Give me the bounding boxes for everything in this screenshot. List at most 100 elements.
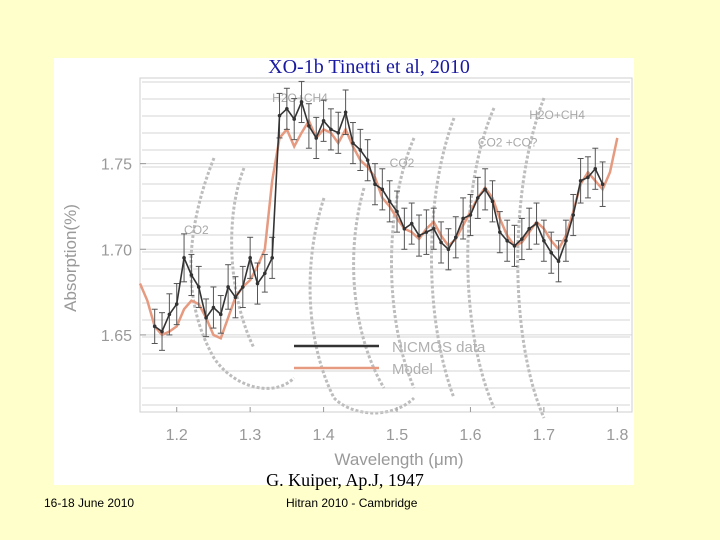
band-annotation: H2O+CH4 [272, 91, 328, 105]
data-point [336, 131, 341, 135]
band-annotation: H2O+CH4 [529, 108, 585, 122]
data-point [182, 256, 186, 260]
data-point [387, 199, 392, 204]
data-point [578, 178, 583, 183]
x-axis: 1.2 1.3 1.4 1.5 1.6 1.7 1.8 [166, 407, 629, 444]
data-point [402, 226, 407, 231]
data-point [373, 182, 377, 186]
background-arcs [189, 97, 546, 419]
data-point [351, 141, 355, 145]
x-tick-label: 1.3 [239, 427, 261, 444]
data-point [226, 285, 230, 289]
data-point [255, 281, 260, 286]
data-point [527, 226, 531, 231]
data-point [542, 238, 546, 243]
data-point [174, 302, 179, 306]
spectral-arc [352, 187, 386, 389]
data-point [299, 100, 304, 104]
data-point [564, 238, 568, 243]
data-point [490, 199, 495, 204]
data-point [380, 187, 385, 192]
model-line [138, 118, 619, 341]
plot-frame [139, 77, 633, 413]
data-point [453, 235, 458, 240]
spectral-arc [466, 107, 496, 409]
spectral-arc [390, 137, 416, 389]
data-point [189, 273, 194, 277]
legend-label: NICMOS data [392, 339, 486, 356]
data-point [409, 221, 414, 226]
data-point [468, 213, 473, 217]
data-point [248, 256, 252, 260]
nicmos-line [154, 99, 604, 333]
data-point [152, 324, 157, 329]
data-point [314, 136, 319, 140]
x-axis-label: Wavelength (μm) [334, 450, 463, 469]
data-point [395, 209, 399, 214]
data-point [263, 271, 267, 276]
data-point [439, 240, 443, 245]
y-tick-label: 1.75 [101, 157, 132, 174]
data-point [600, 182, 605, 186]
data-point [329, 127, 333, 132]
data-point [520, 237, 524, 241]
data-point [211, 305, 216, 310]
y-axis-label: Absorption(%) [61, 204, 80, 312]
data-point [446, 247, 451, 252]
citation: G. Kuiper, Ap.J, 1947 [266, 470, 424, 490]
data-point [285, 107, 289, 111]
data-point [475, 196, 480, 200]
data-point [358, 148, 363, 152]
data-point [292, 117, 297, 121]
data-point [307, 124, 311, 128]
x-tick-label: 1.8 [606, 427, 628, 444]
data-point [321, 119, 326, 123]
scan-texture [142, 81, 630, 406]
data-point [277, 113, 282, 118]
data-point [556, 259, 561, 264]
data-point [204, 315, 208, 320]
data-point [167, 312, 172, 317]
x-tick-label: 1.6 [459, 427, 481, 444]
x-tick-label: 1.5 [386, 427, 408, 444]
data-point [233, 295, 238, 300]
data-point [593, 166, 598, 171]
data-point [498, 230, 502, 234]
band-annotations: H2O+CH4 H2O+CH4 CO2 +CO? CO2 CO2 [184, 91, 585, 237]
y-axis: 1.65 1.70 1.75 [101, 157, 146, 345]
data-point [365, 158, 370, 163]
x-tick-label: 1.4 [312, 427, 334, 444]
spectral-arc [189, 157, 296, 390]
data-point [549, 250, 554, 255]
spectrum-chart: 1.65 1.70 1.75 1.2 1.3 1.4 1.5 1.6 1.7 1.8 Absor… [61, 77, 633, 469]
spectral-arc [230, 167, 256, 349]
data-point [534, 221, 539, 226]
data-point [431, 226, 436, 231]
spectral-arc [308, 197, 416, 415]
footer-event: Hitran 2010 - Cambridge [286, 496, 418, 510]
model-series [138, 118, 619, 341]
spectral-arc [430, 117, 456, 399]
data-point [586, 175, 590, 180]
x-tick-label: 1.7 [533, 427, 555, 444]
data-point [270, 256, 274, 260]
data-point [483, 187, 487, 192]
data-point [218, 312, 223, 317]
band-annotation: CO2 [184, 223, 209, 237]
data-point [241, 285, 245, 289]
figure-panel [54, 58, 634, 485]
y-tick-label: 1.65 [101, 328, 132, 345]
data-point [461, 216, 465, 221]
spectral-arc [516, 97, 546, 419]
data-point [196, 285, 201, 289]
data-point [424, 230, 429, 234]
data-point [343, 110, 348, 115]
x-tick-label: 1.2 [166, 427, 188, 444]
legend-label: Model [392, 361, 433, 378]
data-point [160, 329, 164, 334]
y-tick-label: 1.70 [101, 242, 132, 259]
legend: NICMOS data Model [294, 339, 486, 378]
footer-date: 16-18 June 2010 [44, 496, 135, 510]
band-annotation: CO2 [390, 156, 415, 170]
data-point [417, 233, 421, 238]
